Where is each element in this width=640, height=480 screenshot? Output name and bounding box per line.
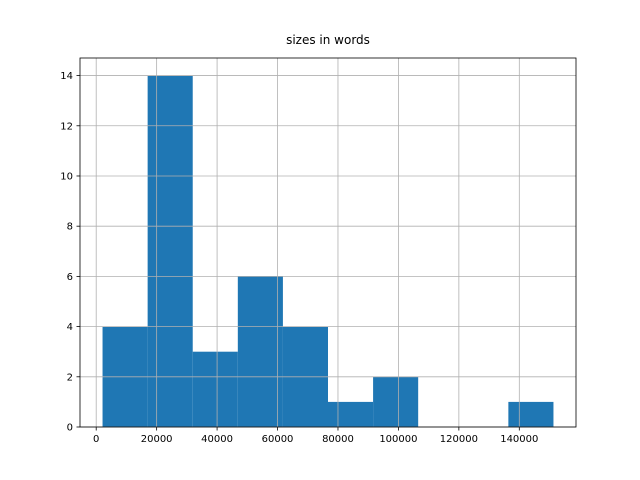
x-tick-label: 80000 <box>322 434 354 445</box>
y-tick-label: 10 <box>60 171 73 182</box>
y-tick-label: 0 <box>67 423 73 434</box>
y-tick-label: 14 <box>60 71 73 82</box>
y-tick-label: 2 <box>67 372 73 383</box>
x-tick-label: 60000 <box>262 434 294 445</box>
x-tick-label: 0 <box>93 434 99 445</box>
y-tick-label: 12 <box>60 121 73 132</box>
x-tick-label: 20000 <box>141 434 173 445</box>
x-tick-label: 100000 <box>379 434 417 445</box>
bar <box>147 75 193 428</box>
plot-frame <box>79 57 577 428</box>
bar <box>192 351 238 427</box>
x-tick-label: 40000 <box>201 434 233 445</box>
x-tick-label: 140000 <box>500 434 538 445</box>
x-tick-label: 120000 <box>440 434 478 445</box>
y-tick-label: 6 <box>67 272 73 283</box>
y-tick-label: 4 <box>67 322 73 333</box>
bar <box>373 376 419 427</box>
y-tick-label: 8 <box>67 222 73 233</box>
chart-title: sizes in words <box>286 33 370 47</box>
bar <box>237 276 283 427</box>
bar <box>508 401 554 427</box>
bar <box>328 401 374 427</box>
